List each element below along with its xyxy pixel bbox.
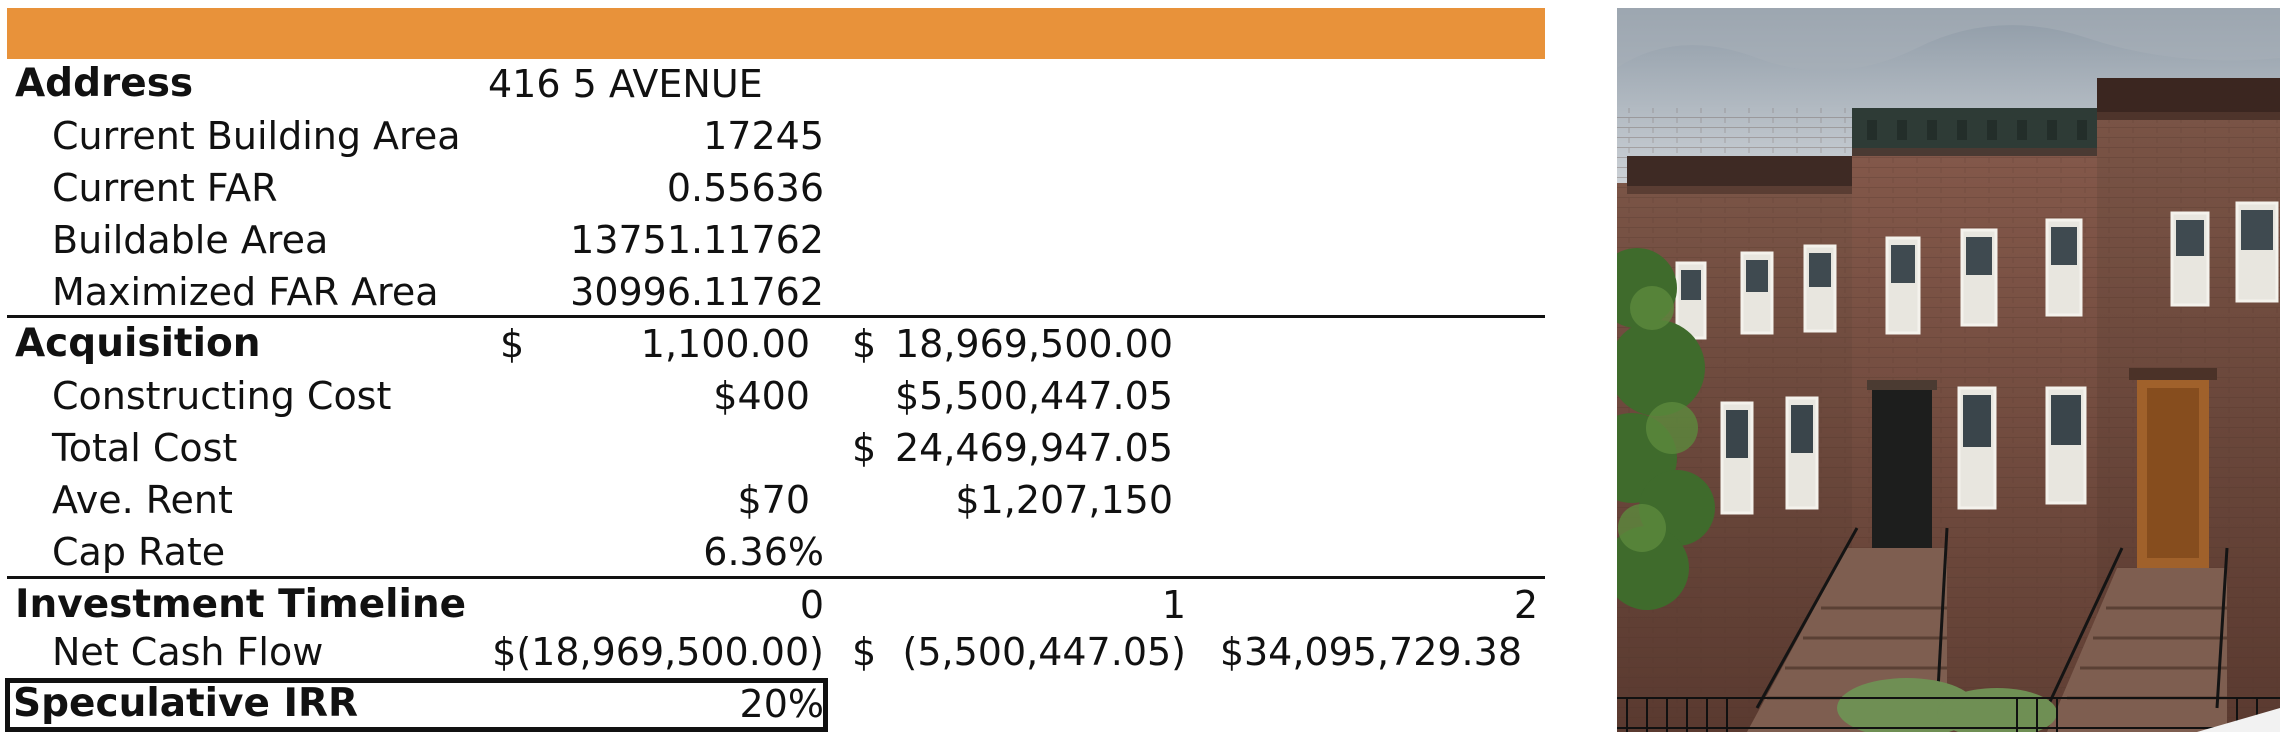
total-cost-currency: $ (852, 426, 877, 470)
acquisition-label: Acquisition (15, 321, 261, 366)
investment-sheet: Address 416 5 AVENUE Current Building Ar… (0, 8, 1560, 732)
investment-timeline-label: Investment Timeline (15, 582, 467, 627)
acquisition-total-currency: $ (852, 322, 877, 366)
ave-rent-rate: $70 (737, 478, 810, 522)
period-1: 1 (1161, 583, 1186, 627)
net-cash-flow-2: $34,095,729.38 (1219, 630, 1522, 674)
header-bar (7, 8, 1545, 59)
speculative-irr-row: Speculative IRR 20% (0, 678, 1560, 730)
speculative-irr-value: 20% (739, 682, 824, 726)
cap-rate-value: 6.36% (703, 530, 824, 574)
constructing-cost-total: $5,500,447.05 (894, 374, 1173, 418)
total-cost-row: Total Cost $ 24,469,947.05 (0, 422, 1560, 474)
net-cash-flow-label: Net Cash Flow (52, 630, 324, 674)
net-cash-flow-1-currency: $ (852, 630, 877, 674)
period-0: 0 (799, 583, 824, 627)
current-building-area-label: Current Building Area (52, 114, 461, 158)
investment-timeline-row: Investment Timeline 0 1 2 (0, 579, 1560, 631)
acquisition-rate: 1,100.00 (640, 322, 810, 366)
acquisition-row: Acquisition $ 1,100.00 $ 18,969,500.00 (0, 318, 1560, 370)
address-value: 416 5 AVENUE (488, 62, 763, 106)
address-label: Address (15, 61, 194, 106)
ave-rent-row: Ave. Rent $70 $1,207,150 (0, 474, 1560, 526)
section-divider (7, 315, 1545, 318)
current-far-label: Current FAR (52, 166, 278, 210)
current-building-area-row: Current Building Area 17245 (0, 110, 1560, 162)
ave-rent-total: $1,207,150 (955, 478, 1173, 522)
cap-rate-row: Cap Rate 6.36% (0, 526, 1560, 578)
total-cost-value: 24,469,947.05 (894, 426, 1173, 470)
section-divider (7, 576, 1545, 579)
ave-rent-label: Ave. Rent (52, 478, 233, 522)
buildable-area-label: Buildable Area (52, 218, 329, 262)
maximized-far-area-row: Maximized FAR Area 30996.11762 (0, 266, 1560, 318)
constructing-cost-rate: $400 (713, 374, 810, 418)
cap-rate-label: Cap Rate (52, 530, 226, 574)
net-cash-flow-1: (5,500,447.05) (902, 630, 1186, 674)
maximized-far-area-label: Maximized FAR Area (52, 270, 439, 314)
current-building-area-value: 17245 (703, 114, 824, 158)
address-row: Address 416 5 AVENUE (0, 58, 1560, 110)
constructing-cost-label: Constructing Cost (52, 374, 392, 418)
acquisition-currency: $ (500, 322, 525, 366)
buildable-area-row: Buildable Area 13751.11762 (0, 214, 1560, 266)
brownstone-building-photo (1617, 8, 2280, 732)
period-2: 2 (1513, 583, 1538, 627)
constructing-cost-row: Constructing Cost $400 $5,500,447.05 (0, 370, 1560, 422)
total-cost-label: Total Cost (52, 426, 238, 470)
acquisition-total: 18,969,500.00 (894, 322, 1173, 366)
maximized-far-area-value: 30996.11762 (570, 270, 824, 314)
current-far-row: Current FAR 0.55636 (0, 162, 1560, 214)
buildable-area-value: 13751.11762 (570, 218, 824, 262)
irr-highlight-box (5, 678, 828, 732)
speculative-irr-label: Speculative IRR (13, 681, 359, 726)
current-far-value: 0.55636 (666, 166, 824, 210)
net-cash-flow-0: $(18,969,500.00) (492, 630, 824, 674)
net-cash-flow-row: Net Cash Flow $(18,969,500.00) $ (5,500,… (0, 626, 1560, 678)
